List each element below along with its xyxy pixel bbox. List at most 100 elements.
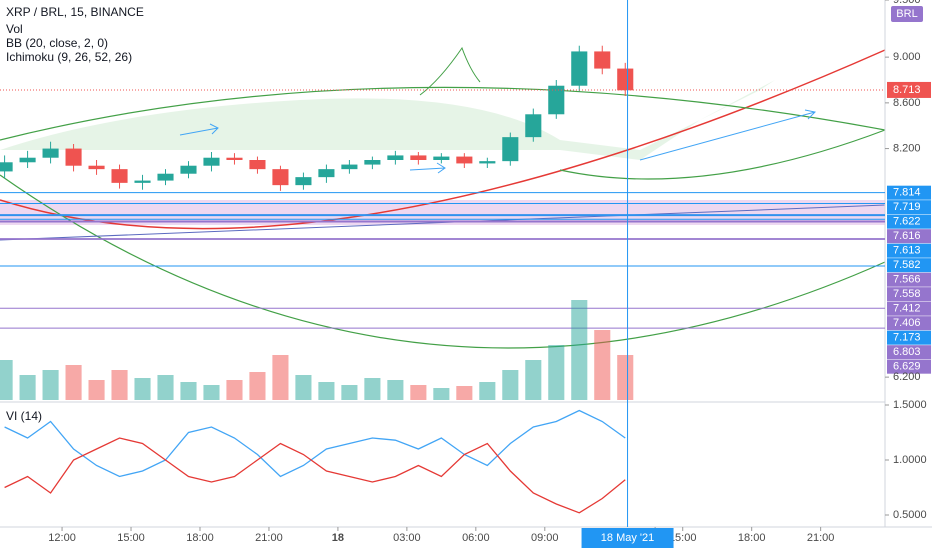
candle-body: [19, 157, 36, 163]
arc-drawing: [559, 129, 886, 180]
currency-badge: [891, 6, 923, 22]
candle-body: [42, 148, 59, 158]
x-tick-label: 06:00: [462, 532, 490, 544]
candle-body: [0, 162, 13, 172]
level-badge: [887, 258, 931, 273]
volume-bar: [0, 360, 13, 400]
volume-bar: [341, 385, 358, 400]
candle-body: [571, 51, 588, 86]
level-label: 7.412: [893, 303, 921, 315]
x-tick-label: 21:00: [807, 532, 835, 544]
volume-bar: [157, 375, 174, 400]
candle-body: [318, 169, 335, 178]
last-price-badge: [887, 81, 931, 98]
volume-bar: [479, 382, 496, 400]
symbol-title: XRP / BRL, 15, BINANCE: [6, 5, 144, 19]
arc-drawing: [0, 174, 886, 349]
level-label: 7.622: [893, 216, 921, 228]
candle-body: [479, 161, 496, 164]
candle-body: [249, 160, 266, 170]
indicator-label: BB (20, close, 2, 0): [6, 36, 108, 50]
volume-bar: [226, 380, 243, 400]
candle-body: [180, 165, 197, 174]
y-tick-label: 1.5000: [893, 399, 927, 411]
candle-body: [387, 155, 404, 160]
level-label: 7.814: [893, 187, 921, 199]
level-badge: [887, 185, 931, 200]
vi-line: [4, 409, 626, 478]
candle-body: [410, 155, 427, 160]
cloud: [0, 80, 775, 160]
candle-body: [594, 51, 611, 69]
level-badge: [887, 200, 931, 215]
candle-body: [65, 148, 82, 166]
candle-body: [525, 114, 542, 138]
vi-line: [4, 437, 626, 514]
x-tick-label: 12:00: [48, 532, 76, 544]
candle-body: [203, 157, 220, 166]
volume-bar: [295, 375, 312, 400]
level-label: 7.719: [893, 201, 921, 213]
candle-body: [272, 169, 289, 186]
level-badge: [887, 316, 931, 331]
x-tick-label: 21:00: [255, 532, 283, 544]
volume-bar: [134, 378, 151, 400]
x-tick-label: 03:00: [393, 532, 421, 544]
trend-line: [0, 204, 886, 241]
candle-body: [226, 157, 243, 160]
candle-body: [456, 156, 473, 164]
x-tick-label: 18: [332, 532, 344, 544]
y-tick-label: 6.200: [893, 371, 921, 383]
candle-body: [502, 137, 519, 162]
volume-bar: [548, 345, 565, 400]
x-tick-label: 18:00: [186, 532, 214, 544]
level-badge: [887, 243, 931, 258]
x-tick-label: 09:00: [531, 532, 559, 544]
level-label: 6.803: [893, 346, 921, 358]
level-badge: [887, 272, 931, 287]
y-tick-label: 1.0000: [893, 454, 927, 466]
arc-drawing: [0, 86, 886, 141]
level-label: 7.613: [893, 245, 921, 257]
level-badge: [887, 287, 931, 302]
volume-bar: [42, 370, 59, 400]
arrow: [639, 109, 817, 161]
level-label: 7.406: [893, 317, 921, 329]
level-badge: [887, 301, 931, 316]
x-tick-label: 15:00: [669, 532, 697, 544]
volume-bar: [364, 378, 381, 400]
level-badge: [887, 359, 931, 374]
level-badge: [887, 330, 931, 345]
volume-bar: [88, 380, 105, 400]
level-label: 7.173: [893, 332, 921, 344]
candle-body: [433, 156, 450, 160]
x-tick-label: 18:00: [738, 532, 766, 544]
level-label: 6.629: [893, 361, 921, 373]
volume-bar: [111, 370, 128, 400]
level-label: 7.582: [893, 259, 921, 271]
pane-title: VI (14): [6, 409, 42, 423]
candle-body: [88, 165, 105, 170]
volume-bar: [180, 382, 197, 400]
volume-bar: [433, 388, 450, 400]
volume-bar: [525, 360, 542, 400]
y-tick-label: 9.500: [893, 0, 921, 6]
y-tick-label: 8.200: [893, 142, 921, 154]
y-tick-label: 9.000: [893, 51, 921, 63]
volume-bar: [318, 382, 335, 400]
arrow: [179, 123, 219, 136]
candle-body: [341, 164, 358, 170]
volume-bar: [19, 375, 36, 400]
volume-bar: [571, 300, 588, 400]
volume-bar: [387, 380, 404, 400]
level-badge: [887, 345, 931, 360]
volume-bar: [502, 370, 519, 400]
volume-bar: [594, 330, 611, 400]
volume-bar: [617, 355, 634, 400]
candle-body: [111, 169, 128, 183]
candle-body: [364, 160, 381, 165]
last-price-label: 8.713: [893, 84, 921, 96]
volume-bar: [65, 365, 82, 400]
indicator-label: Ichimoku (9, 26, 52, 26): [6, 50, 132, 64]
